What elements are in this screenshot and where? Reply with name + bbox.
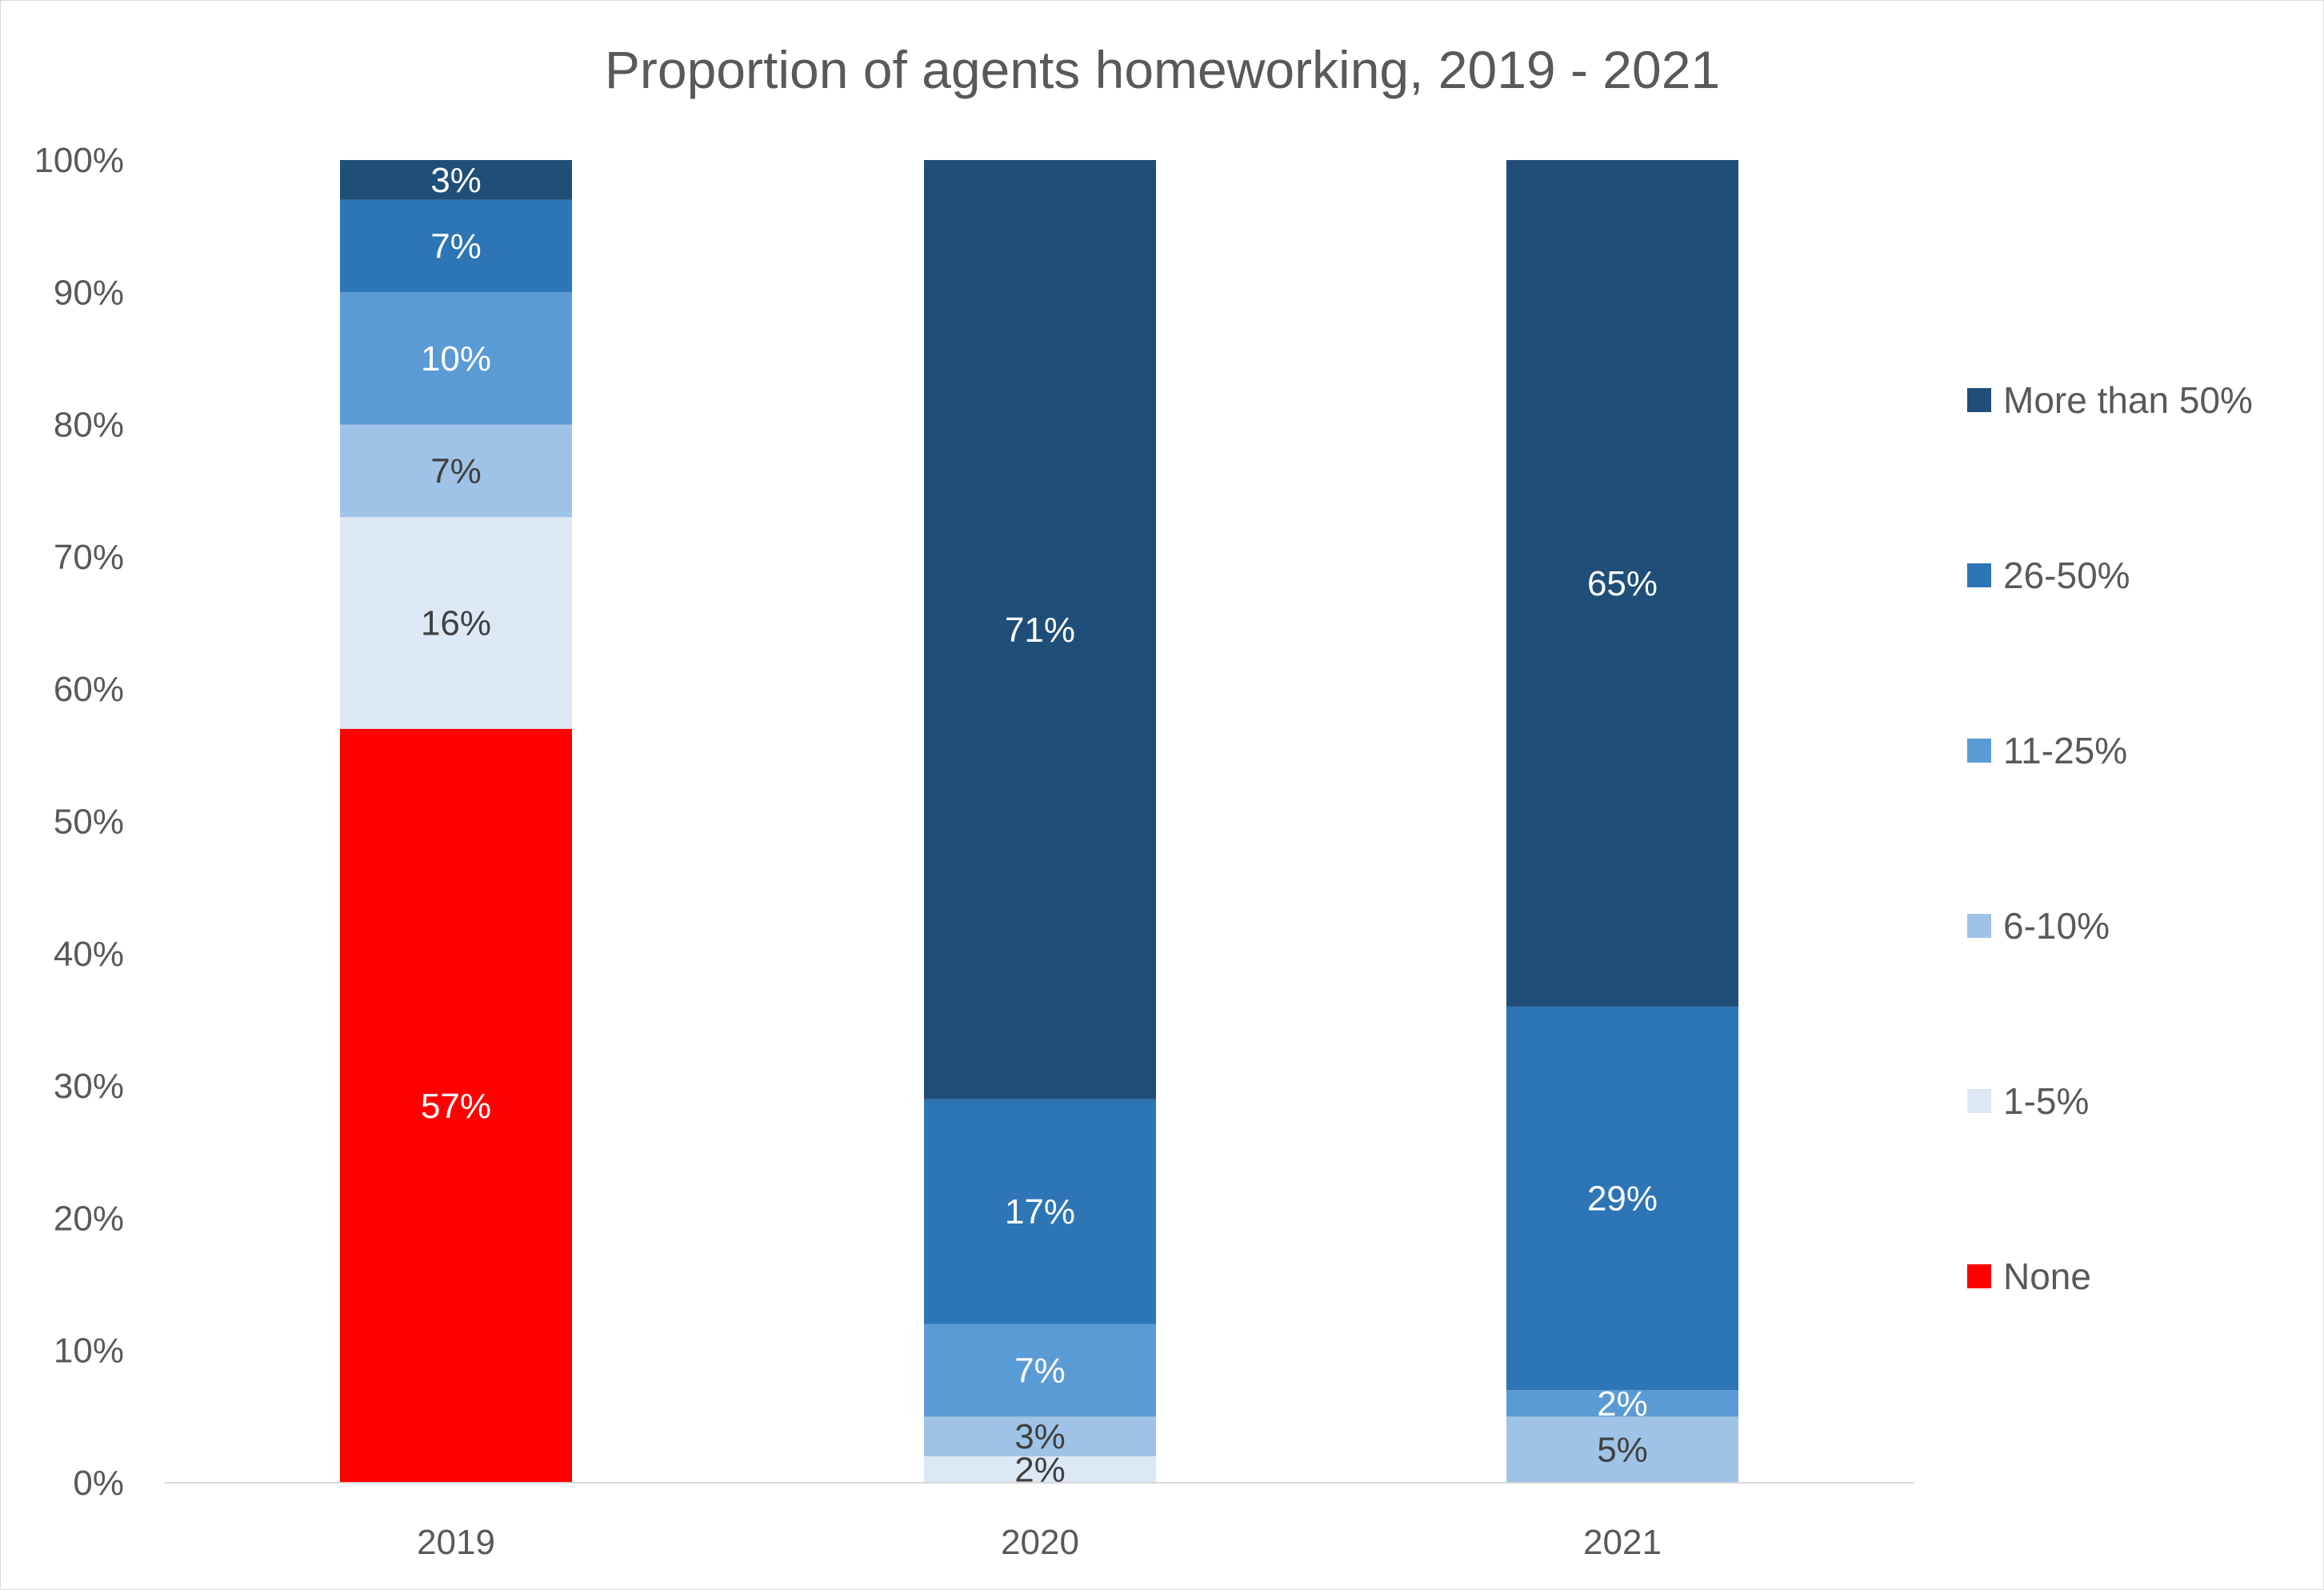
- chart-title: Proportion of agents homeworking, 2019 -…: [605, 40, 1720, 99]
- legend-label: 6-10%: [2003, 905, 2110, 947]
- bar-segment-2019-1-5-: [340, 517, 572, 729]
- data-label: 57%: [421, 1087, 491, 1126]
- y-tick-label: 100%: [34, 141, 124, 180]
- y-tick-label: 10%: [54, 1332, 124, 1371]
- legend-swatch: [1967, 739, 1991, 763]
- y-axis: 0% 10% 20% 30% 40% 50% 60% 70% 80% 90% 100%: [34, 141, 124, 1503]
- legend-label: More than 50%: [2003, 379, 2253, 421]
- bar-segment-2021-11-25-: [1506, 1390, 1738, 1417]
- y-tick-label: 40%: [54, 935, 124, 974]
- legend-swatch: [1967, 1089, 1991, 1113]
- bar-segment-2020-1-5-: [924, 1456, 1156, 1483]
- bar-segment-2020-11-25-: [924, 1324, 1156, 1417]
- legend-swatch: [1967, 563, 1991, 587]
- data-label: 5%: [1597, 1431, 1648, 1470]
- data-label: 7%: [430, 451, 482, 491]
- plot-area: 57%16%7%10%7%3%2%3%7%17%71%5%2%29%65%: [340, 160, 1738, 1489]
- data-label: 16%: [421, 604, 491, 643]
- y-tick-label: 60%: [54, 670, 124, 709]
- data-label: 7%: [430, 226, 482, 266]
- data-label: 10%: [421, 339, 491, 378]
- bar-segment-2020-6-10-: [924, 1416, 1156, 1456]
- y-tick-label: 90%: [54, 273, 124, 312]
- data-label: 71%: [1005, 611, 1075, 650]
- legend-label: 26-50%: [2003, 555, 2130, 596]
- legend-label: 1-5%: [2003, 1080, 2089, 1122]
- legend-label: 11-25%: [2003, 730, 2127, 771]
- bar-segment-2021-26-50-: [1506, 1006, 1738, 1391]
- x-tick-label: 2020: [1001, 1523, 1079, 1562]
- bar-segment-2019-none: [340, 728, 572, 1483]
- data-label: 3%: [1014, 1417, 1066, 1456]
- bar-segment-2019-more-than-50-: [340, 160, 572, 200]
- legend-swatch: [1967, 914, 1991, 938]
- y-tick-label: 30%: [54, 1067, 124, 1106]
- data-label: 7%: [1014, 1351, 1066, 1390]
- y-tick-label: 80%: [54, 406, 124, 445]
- bar-segment-2021-more-than-50-: [1506, 160, 1738, 1007]
- bar-segment-2020-26-50-: [924, 1099, 1156, 1324]
- bar-segment-2019-6-10-: [340, 424, 572, 518]
- x-tick-label: 2021: [1583, 1523, 1662, 1562]
- x-tick-label: 2019: [417, 1523, 495, 1562]
- data-label: 17%: [1005, 1192, 1075, 1232]
- legend-label: None: [2003, 1256, 2091, 1297]
- bar-segment-2021-6-10-: [1506, 1416, 1738, 1483]
- data-label: 3%: [430, 161, 482, 200]
- data-label: 65%: [1587, 564, 1658, 603]
- data-label: 2%: [1597, 1384, 1648, 1424]
- bar-segment-2019-26-50-: [340, 199, 572, 293]
- data-label: 29%: [1587, 1179, 1658, 1219]
- y-tick-label: 0%: [73, 1464, 124, 1503]
- x-axis: 2019 2020 2021: [417, 1523, 1662, 1562]
- legend: More than 50% 26-50% 11-25% 6-10% 1-5% None: [1967, 379, 2253, 1297]
- y-tick-label: 20%: [54, 1199, 124, 1238]
- y-tick-label: 70%: [54, 538, 124, 577]
- bar-segment-2019-11-25-: [340, 292, 572, 425]
- y-tick-label: 50%: [54, 803, 124, 842]
- legend-swatch: [1967, 1264, 1991, 1288]
- legend-swatch: [1967, 388, 1991, 412]
- bar-segment-2020-more-than-50-: [924, 160, 1156, 1099]
